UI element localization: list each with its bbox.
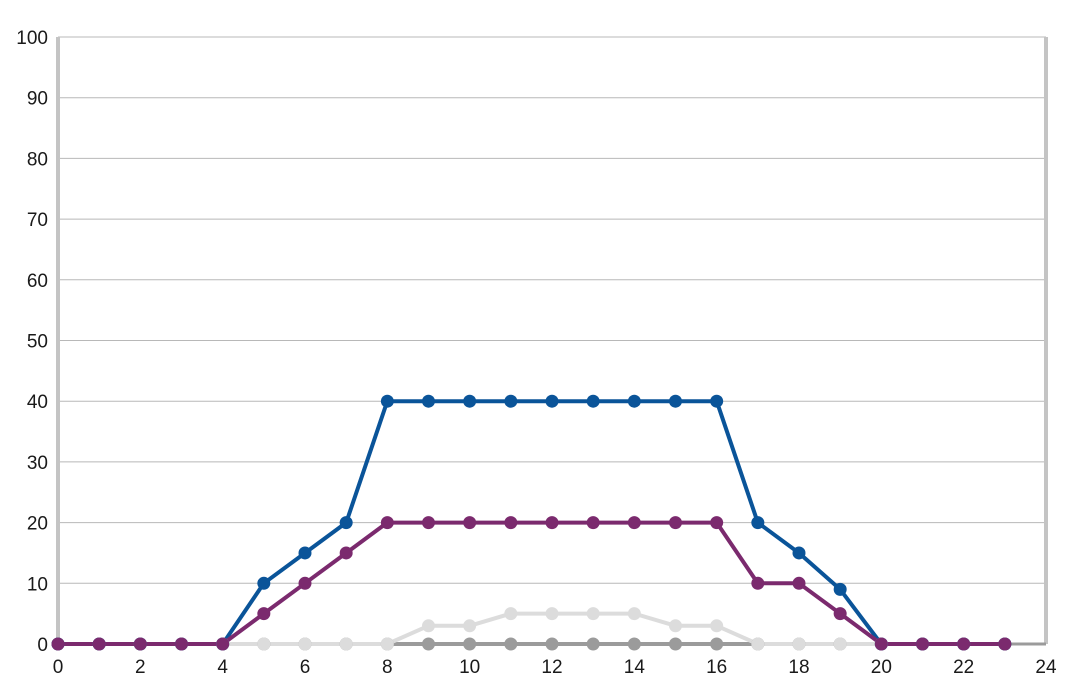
- series-4-point: [751, 576, 765, 590]
- series-4-point: [422, 516, 435, 530]
- series-4-point: [298, 576, 312, 590]
- series-2-point: [380, 637, 394, 651]
- series-3-point: [298, 546, 312, 560]
- series-4-point: [586, 516, 600, 530]
- series-4-point: [92, 637, 106, 651]
- series-3-point: [710, 394, 724, 408]
- series-2-point: [298, 637, 312, 651]
- series-4-point: [504, 516, 518, 530]
- x-tick-label: 18: [788, 657, 809, 678]
- series-4-point: [257, 607, 271, 621]
- series-3-point: [751, 516, 765, 530]
- y-tick-label: 10: [27, 574, 48, 595]
- series-line-4: [56, 520, 1007, 646]
- series-4-point: [957, 637, 971, 651]
- series-3-point: [422, 394, 435, 408]
- x-tick-label: 22: [953, 657, 974, 678]
- x-tick-label: 16: [706, 657, 727, 678]
- series-4-point: [916, 637, 929, 651]
- series-4-point: [669, 516, 682, 530]
- series-3-point: [792, 546, 806, 560]
- series-3-point: [339, 516, 353, 530]
- series-1-point: [627, 637, 641, 651]
- series-2-point: [545, 607, 559, 621]
- series-2-point: [751, 637, 765, 651]
- y-tick-label: 0: [37, 635, 48, 656]
- x-tick-label: 24: [1035, 657, 1057, 678]
- gridlines: [58, 36, 1046, 584]
- series-4-point: [874, 637, 888, 651]
- y-tick-label: 60: [27, 271, 48, 292]
- y-tick-label: 80: [27, 149, 48, 170]
- series-4-point: [175, 637, 188, 651]
- series-3-point: [545, 394, 559, 408]
- series-4-point: [133, 637, 147, 651]
- series-1-point: [710, 637, 724, 651]
- series-3-point: [380, 394, 394, 408]
- series-3-point: [833, 582, 847, 596]
- x-tick-label: 0: [53, 657, 64, 678]
- series-4-point: [339, 546, 353, 560]
- y-axis-tick-labels: 0 10 20 30 40 50 60 70 80 90 100: [16, 28, 48, 656]
- series-4-point: [998, 637, 1012, 651]
- series-2-point: [257, 637, 271, 651]
- series-4-point: [380, 516, 394, 530]
- series-4-point: [216, 637, 230, 651]
- series-2-point: [669, 619, 682, 633]
- x-tick-label: 2: [135, 657, 146, 678]
- series-3-point: [463, 394, 477, 408]
- series-4-point: [545, 516, 559, 530]
- series-4-point: [51, 637, 65, 651]
- series-3-point: [257, 576, 271, 590]
- series-4-point: [710, 516, 724, 530]
- series-1-point: [669, 637, 682, 651]
- series-1-point: [422, 637, 435, 651]
- series-2-point: [627, 607, 641, 621]
- y-tick-label: 100: [16, 28, 48, 49]
- series-3-point: [627, 394, 641, 408]
- y-tick-label: 20: [27, 514, 48, 535]
- x-axis-tick-labels: 0 2 4 6 8 10 12 14 16 18 20 22 24: [53, 657, 1057, 678]
- series-3-point: [504, 394, 518, 408]
- series-4-point: [833, 607, 847, 621]
- y-tick-label: 70: [27, 210, 48, 231]
- series-1-point: [586, 637, 600, 651]
- x-tick-label: 4: [217, 657, 228, 678]
- series-1-point: [504, 637, 518, 651]
- series-2-point: [463, 619, 477, 633]
- series-3-point: [669, 394, 682, 408]
- series-4-point: [627, 516, 641, 530]
- series-2-point: [504, 607, 518, 621]
- series-4-point: [792, 576, 806, 590]
- y-tick-label: 30: [27, 453, 48, 474]
- series-2-point: [422, 619, 435, 633]
- x-tick-label: 10: [459, 657, 480, 678]
- series-points: [51, 394, 1012, 651]
- series-2-point: [833, 637, 847, 651]
- series-2-point: [710, 619, 724, 633]
- series-1-point: [463, 637, 477, 651]
- x-tick-label: 8: [382, 657, 393, 678]
- series-1-point: [545, 637, 559, 651]
- series-2-point: [792, 637, 806, 651]
- x-tick-label: 6: [300, 657, 311, 678]
- y-tick-label: 50: [27, 332, 48, 353]
- series-4-point: [463, 516, 477, 530]
- y-tick-label: 40: [27, 392, 48, 413]
- x-tick-label: 14: [624, 657, 646, 678]
- series-2-point: [586, 607, 600, 621]
- series-3-point: [586, 394, 600, 408]
- series-2-point: [339, 637, 353, 651]
- x-tick-label: 20: [871, 657, 892, 678]
- y-tick-label: 90: [27, 89, 48, 110]
- x-tick-label: 12: [541, 657, 562, 678]
